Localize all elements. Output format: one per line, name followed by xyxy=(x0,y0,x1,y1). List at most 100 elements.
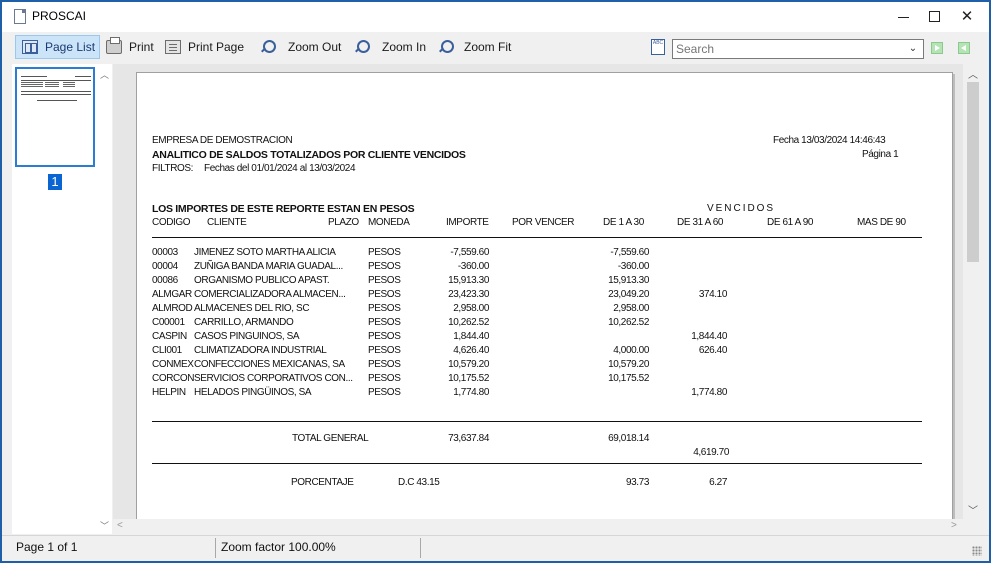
zoom-out-button[interactable]: Zoom Out xyxy=(259,35,341,59)
row-codigo: CONMEX xyxy=(152,359,194,370)
zoom-in-label: Zoom In xyxy=(382,40,427,54)
row-importe: 1,774.80 xyxy=(453,387,489,398)
page-list-icon xyxy=(22,40,38,54)
row-cliente: CASOS PINGUINOS, SA xyxy=(194,331,300,342)
report-currency-note: LOS IMPORTES DE ESTE REPORTE ESTAN EN PE… xyxy=(152,203,415,215)
row-moneda: PESOS xyxy=(368,317,401,328)
row-cliente: COMERCIALIZADORA ALMACEN... xyxy=(194,289,346,300)
print-page-label: Print Page xyxy=(188,40,245,54)
zoom-fit-icon xyxy=(437,40,454,54)
zoom-out-label: Zoom Out xyxy=(288,40,342,54)
percent-1-30: 93.73 xyxy=(625,477,649,488)
total-importe: 73,637.84 xyxy=(448,433,489,444)
close-button[interactable]: ✕ xyxy=(950,2,984,32)
total-31-60: 4,619.70 xyxy=(693,447,729,458)
page-thumbnail-number[interactable]: 1 xyxy=(48,174,62,190)
zoom-fit-button[interactable]: Zoom Fit xyxy=(437,35,511,59)
page-thumbnail[interactable] xyxy=(15,67,95,167)
col-header-importe: IMPORTE xyxy=(446,217,489,228)
row-importe: 10,262.52 xyxy=(448,317,489,328)
row-moneda: PESOS xyxy=(368,345,401,356)
percent-divider xyxy=(152,463,922,464)
row-moneda: PESOS xyxy=(368,387,401,398)
print-page-button[interactable]: Print Page xyxy=(165,35,244,59)
row-cliente: CARRILLO, ARMANDO xyxy=(194,317,294,328)
chevron-down-icon[interactable]: ⌄ xyxy=(908,43,918,54)
scroll-left-icon[interactable]: < xyxy=(117,520,123,531)
row-1-30: 15,913.30 xyxy=(608,275,649,286)
title-bar: PROSCAI ✕ xyxy=(2,2,989,32)
scroll-right-icon[interactable]: > xyxy=(951,520,957,531)
document-viewport[interactable]: EMPRESA DE DEMOSTRACION ANALITICO DE SAL… xyxy=(113,64,963,519)
row-codigo: ALMROD xyxy=(152,303,193,314)
row-codigo: HELPIN xyxy=(152,387,186,398)
zoom-fit-label: Zoom Fit xyxy=(464,40,512,54)
chevron-down-icon[interactable]: ﹀ xyxy=(100,521,110,531)
vertical-scroll-thumb[interactable] xyxy=(967,82,979,262)
row-importe: 1,844.40 xyxy=(453,331,489,342)
row-moneda: PESOS xyxy=(368,359,401,370)
page-list-label: Page List xyxy=(45,40,96,54)
row-cliente: CLIMATIZADORA INDUSTRIAL xyxy=(194,345,327,356)
find-previous-button[interactable] xyxy=(958,42,970,54)
search-combobox[interactable]: ⌄ xyxy=(672,39,924,59)
percent-dc: D.C 43.15 xyxy=(398,477,440,488)
row-cliente: JIMENEZ SOTO MARTHA ALICIA xyxy=(194,247,336,258)
resize-grip-icon[interactable] xyxy=(972,546,982,556)
report-filters-label: FILTROS: xyxy=(152,163,194,174)
row-1-30: 2,958.00 xyxy=(613,303,649,314)
row-codigo: CASPIN xyxy=(152,331,187,342)
col-header-61-90: DE 61 A 90 xyxy=(767,217,814,228)
status-zoom-info: Zoom factor 100.00% xyxy=(221,540,336,554)
horizontal-scrollbar[interactable]: < > xyxy=(113,519,963,534)
percent-31-60: 6.27 xyxy=(709,477,727,488)
row-codigo: ALMGAR xyxy=(152,289,192,300)
row-1-30: 10,262.52 xyxy=(608,317,649,328)
print-button[interactable]: Print xyxy=(106,35,154,59)
row-cliente: ORGANISMO PUBLICO APAST. xyxy=(194,275,330,286)
maximize-icon xyxy=(929,11,940,22)
report-page: EMPRESA DE DEMOSTRACION ANALITICO DE SAL… xyxy=(136,72,953,519)
row-importe: 15,913.30 xyxy=(448,275,489,286)
page-list-button[interactable]: Page List xyxy=(15,35,100,59)
row-moneda: PESOS xyxy=(368,261,401,272)
maximize-button[interactable] xyxy=(918,2,952,32)
scroll-down-icon[interactable]: ﹀ xyxy=(968,506,978,517)
zoom-in-button[interactable]: Zoom In xyxy=(353,35,426,59)
row-31-60: 374.10 xyxy=(698,289,728,300)
report-title: ANALITICO DE SALDOS TOTALIZADOS POR CLIE… xyxy=(152,149,466,161)
row-31-60: 626.40 xyxy=(698,345,728,356)
row-moneda: PESOS xyxy=(368,275,401,286)
row-moneda: PESOS xyxy=(368,303,401,314)
minimize-button[interactable] xyxy=(886,2,920,32)
header-divider xyxy=(152,237,922,238)
row-importe: -7,559.60 xyxy=(450,247,489,258)
spell-check-icon[interactable]: ABC xyxy=(651,39,665,55)
col-header-por-vencer: POR VENCER xyxy=(512,217,575,228)
row-1-30: -7,559.60 xyxy=(610,247,649,258)
vertical-scrollbar[interactable]: ︿ ﹀ xyxy=(964,64,982,519)
row-1-30: 10,579.20 xyxy=(608,359,649,370)
report-page-number: Página 1 xyxy=(862,149,899,160)
find-next-button[interactable] xyxy=(931,42,943,54)
search-input[interactable] xyxy=(673,40,905,58)
col-header-mas-90: MAS DE 90 xyxy=(857,217,906,228)
row-cliente: CONFECCIONES MEXICANAS, SA xyxy=(194,359,345,370)
chevron-up-icon[interactable]: ︿ xyxy=(100,70,110,80)
printer-icon xyxy=(106,37,122,54)
scroll-up-icon[interactable]: ︿ xyxy=(968,70,978,81)
col-header-31-60: DE 31 A 60 xyxy=(677,217,724,228)
row-31-60: 1,844.40 xyxy=(691,331,727,342)
status-bar: Page 1 of 1 Zoom factor 100.00% xyxy=(2,535,989,561)
row-codigo: 00003 xyxy=(152,247,178,258)
row-codigo: C00001 xyxy=(152,317,185,328)
row-moneda: PESOS xyxy=(368,331,401,342)
row-importe: 23,423.30 xyxy=(448,289,489,300)
row-importe: 4,626.40 xyxy=(453,345,489,356)
row-importe: 2,958.00 xyxy=(453,303,489,314)
total-label: TOTAL GENERAL xyxy=(292,433,369,444)
status-separator xyxy=(215,538,216,558)
row-1-30: 23,049.20 xyxy=(608,289,649,300)
status-separator xyxy=(420,538,421,558)
row-31-60: 1,774.80 xyxy=(691,387,727,398)
